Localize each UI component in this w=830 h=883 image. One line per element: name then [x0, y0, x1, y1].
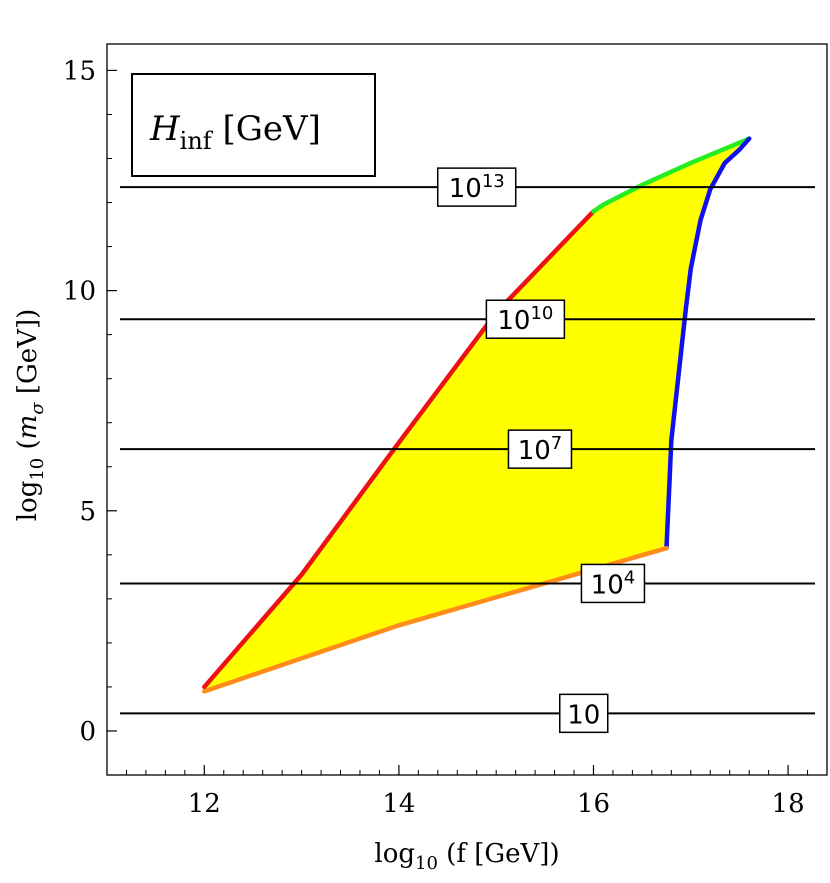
contour-label: 104 [580, 563, 646, 604]
axis-ticks: 12 14 16 18 0 5 10 15 [63, 56, 809, 819]
contour-label-text: 104 [591, 567, 636, 600]
allowed-region [202, 136, 752, 694]
contour-label: 1013 [436, 167, 517, 207]
y-tick-label: 15 [63, 56, 96, 86]
x-tick-label: 16 [577, 789, 610, 819]
contour-label-text: 1013 [449, 171, 505, 204]
legend-label: Hinf [GeV] [149, 109, 321, 155]
contour-label-text: 1010 [497, 303, 553, 336]
contour-label: 10 [559, 693, 609, 734]
y-tick-label: 5 [79, 497, 96, 527]
boundary-right [664, 136, 752, 551]
contour-lines: 10 104 107 1010 1013 [120, 167, 815, 734]
boundary-upper-left [202, 209, 596, 690]
contour-label-text: 107 [518, 433, 563, 466]
x-tick-label: 18 [772, 789, 805, 819]
contour-label: 107 [507, 429, 573, 469]
x-tick-label: 12 [188, 789, 221, 819]
boundary-bottom [202, 545, 669, 694]
plot-frame [106, 43, 828, 776]
contour-label: 1010 [485, 299, 566, 339]
boundary-top [591, 136, 752, 214]
x-tick-label: 14 [382, 789, 415, 819]
legend-box: Hinf [GeV] [131, 73, 376, 177]
y-axis-title: log10 (mσ [GeV]) [13, 309, 48, 522]
region-fill [204, 138, 750, 692]
y-tick-label: 10 [63, 277, 96, 307]
contour-label-text: 10 [567, 700, 600, 730]
y-tick-label: 0 [79, 717, 96, 747]
x-axis-title: log10 (f [GeV]) [374, 839, 559, 874]
